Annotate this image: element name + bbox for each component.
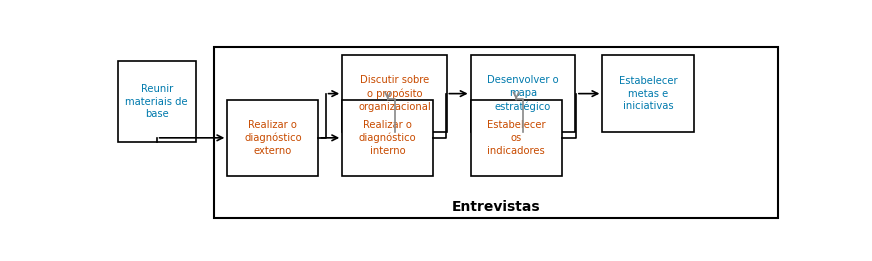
Text: Entrevistas: Entrevistas	[452, 200, 541, 214]
Text: Estabelecer
os
indicadores: Estabelecer os indicadores	[487, 120, 546, 156]
Bar	[214, 48, 778, 218]
Text: Desenvolver o
mapa
estratégico: Desenvolver o mapa estratégico	[487, 75, 559, 112]
Bar	[342, 55, 446, 132]
Text: Discutir sobre
o propósito
organizacional: Discutir sobre o propósito organizaciona…	[358, 75, 431, 112]
Bar	[471, 55, 576, 132]
Bar	[118, 62, 195, 142]
Bar	[471, 100, 562, 176]
Bar	[603, 55, 693, 132]
Text: Reunir
materiais de
base: Reunir materiais de base	[126, 84, 188, 120]
Bar	[228, 100, 318, 176]
Bar	[342, 100, 433, 176]
Text: Estabelecer
metas e
iniciativas: Estabelecer metas e iniciativas	[618, 76, 678, 111]
Text: Realizar o
diagnóstico
interno: Realizar o diagnóstico interno	[359, 120, 417, 156]
Text: Realizar o
diagnóstico
externo: Realizar o diagnóstico externo	[244, 120, 302, 156]
